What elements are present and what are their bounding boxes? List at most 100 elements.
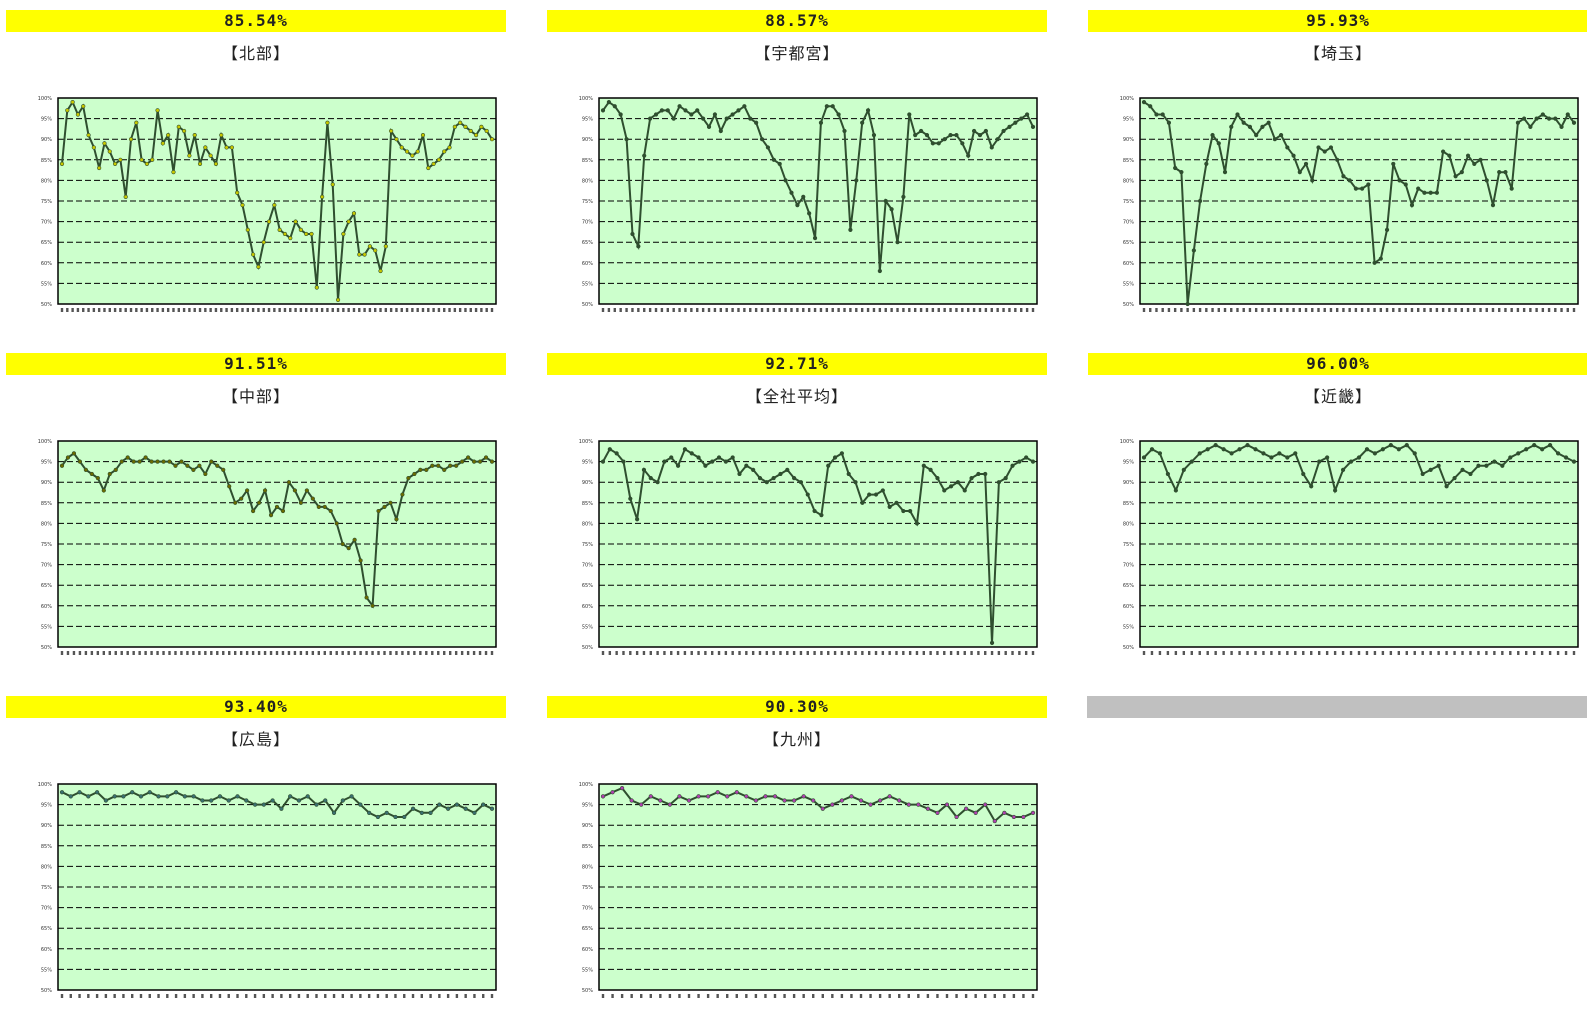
x-tick-label <box>126 651 129 655</box>
data-point <box>161 459 166 464</box>
x-tick-label <box>353 651 356 655</box>
data-point <box>826 463 831 468</box>
data-point <box>97 165 102 171</box>
rate-banner: 85.54% <box>6 10 506 32</box>
x-tick-label <box>1547 308 1551 312</box>
data-point <box>293 219 298 224</box>
data-point <box>340 541 345 547</box>
x-tick-label <box>1460 308 1464 312</box>
data-point <box>1266 120 1271 125</box>
data-point <box>960 141 965 146</box>
y-tick-label: 85% <box>41 844 52 850</box>
data-point <box>463 124 468 129</box>
x-tick-label <box>320 308 324 312</box>
data-point <box>256 500 262 505</box>
x-tick-label <box>216 651 219 655</box>
data-point <box>1149 447 1155 452</box>
data-point <box>1384 227 1390 232</box>
x-tick-label <box>1174 651 1178 655</box>
x-tick-label <box>855 308 858 312</box>
x-tick-label <box>1473 308 1476 312</box>
x-tick-label <box>859 994 863 998</box>
line-chart: 100% 95% 90% 85% 80% 75% 70% 65% 60% 55% 50% <box>579 439 1038 655</box>
x-tick-label <box>943 651 946 655</box>
x-tick-label <box>347 651 350 655</box>
x-tick-label <box>326 308 329 312</box>
data-point <box>1261 451 1266 456</box>
data-point <box>716 455 722 460</box>
x-tick-label <box>1008 308 1011 312</box>
data-point <box>102 141 107 146</box>
data-point <box>1157 451 1163 456</box>
x-tick-label <box>1357 651 1361 655</box>
data-point <box>479 124 484 129</box>
data-point <box>754 120 759 125</box>
data-point <box>166 132 171 138</box>
x-tick-label <box>335 651 338 655</box>
data-point <box>801 194 806 199</box>
x-tick-label <box>913 308 917 312</box>
data-point <box>830 104 835 109</box>
x-tick-label <box>1564 651 1568 655</box>
x-tick-label <box>76 308 80 312</box>
data-point <box>969 475 974 481</box>
x-tick-label <box>204 651 207 655</box>
data-point <box>118 157 123 162</box>
x-tick-label <box>113 994 116 998</box>
data-point <box>730 112 735 117</box>
x-tick-label <box>1222 651 1225 655</box>
data-point <box>913 132 918 138</box>
data-point <box>830 802 835 807</box>
x-tick-label <box>1031 651 1035 655</box>
x-tick-label <box>896 308 899 312</box>
data-point <box>1254 132 1259 138</box>
x-tick-label <box>92 308 96 312</box>
data-point <box>820 806 825 811</box>
x-tick-label <box>907 994 910 998</box>
x-tick-label <box>977 651 980 655</box>
y-tick-label: 100% <box>38 96 53 102</box>
x-tick-label <box>881 651 885 655</box>
data-point <box>868 802 873 807</box>
y-tick-label: 50% <box>41 645 52 651</box>
x-tick-label <box>186 651 189 655</box>
y-tick-label: 60% <box>41 604 52 610</box>
data-point <box>418 467 423 472</box>
x-tick-label <box>601 308 605 312</box>
x-tick-label <box>1413 651 1416 655</box>
x-tick-label <box>97 308 101 312</box>
data-point <box>1478 157 1483 162</box>
x-tick-label <box>890 308 893 312</box>
data-point <box>669 455 674 460</box>
x-tick-label <box>1349 651 1353 655</box>
x-tick-label <box>990 308 993 312</box>
data-point <box>262 488 268 493</box>
data-point <box>772 794 778 799</box>
x-tick-label <box>425 651 428 655</box>
y-tick-label: 65% <box>41 926 52 932</box>
x-tick-label <box>967 308 970 312</box>
data-point <box>860 500 865 505</box>
data-point <box>925 806 930 811</box>
data-point <box>948 132 953 138</box>
data-point <box>472 810 477 815</box>
line-chart: 100% 95% 90% 85% 80% 75% 70% 65% 60% 55% 50% <box>579 96 1038 312</box>
x-tick-label <box>1498 308 1501 312</box>
y-tick-label: 60% <box>41 947 52 953</box>
x-tick-label <box>246 308 250 312</box>
x-tick-label <box>758 651 762 655</box>
data-point <box>1021 814 1026 820</box>
data-point <box>305 794 310 799</box>
data-point <box>144 161 150 167</box>
data-point <box>689 451 694 456</box>
x-tick-label <box>783 994 786 998</box>
data-point <box>908 508 913 514</box>
data-point <box>1285 455 1290 460</box>
x-tick-label <box>129 308 133 312</box>
data-point <box>442 467 447 472</box>
x-tick-label <box>672 308 675 312</box>
data-point <box>1260 124 1265 129</box>
data-point <box>107 471 112 477</box>
series-line <box>602 786 1034 823</box>
y-tick-label: 95% <box>582 117 593 123</box>
